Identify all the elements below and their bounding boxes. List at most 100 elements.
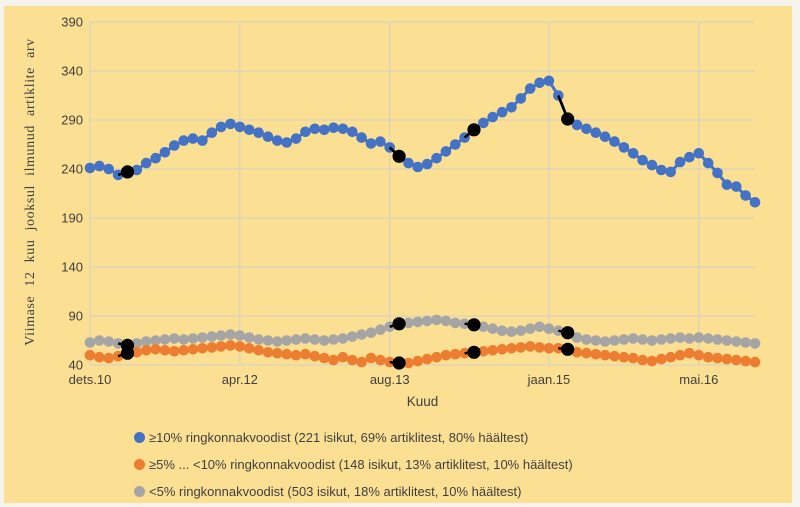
series-marker xyxy=(375,136,386,147)
series-marker xyxy=(487,111,499,123)
series-marker xyxy=(450,348,461,360)
series-marker xyxy=(440,315,452,327)
series-marker xyxy=(534,321,545,333)
series-marker xyxy=(731,354,742,366)
series-marker xyxy=(356,132,367,143)
series-marker xyxy=(496,106,508,118)
series-marker xyxy=(197,135,208,146)
series-marker xyxy=(731,181,742,192)
highlight-marker xyxy=(561,326,575,340)
series-marker xyxy=(731,336,742,347)
series-marker xyxy=(712,352,723,364)
series-marker xyxy=(318,335,330,346)
series-marker xyxy=(712,167,723,179)
series-marker xyxy=(599,349,611,361)
series-marker xyxy=(225,340,236,351)
series-marker xyxy=(253,334,264,345)
series-marker xyxy=(94,335,105,346)
series-marker xyxy=(656,353,667,365)
legend-item: ≥10% ringkonnakvoodist (221 isikut, 69% … xyxy=(134,429,573,446)
series-marker xyxy=(159,334,171,345)
series-marker xyxy=(290,349,302,361)
legend-marker-circle xyxy=(134,432,145,443)
series-marker xyxy=(243,343,255,354)
series-marker xyxy=(272,347,283,359)
series-marker xyxy=(337,333,349,344)
series-marker xyxy=(412,355,424,367)
series-marker xyxy=(590,348,602,360)
series-marker xyxy=(206,127,218,138)
series-marker xyxy=(506,343,517,354)
series-marker xyxy=(290,334,302,345)
series-marker xyxy=(206,342,218,353)
y-tick-label: 340 xyxy=(61,64,83,79)
series-marker xyxy=(309,123,321,135)
series-marker xyxy=(150,335,161,346)
series-marker xyxy=(140,157,152,169)
series-marker xyxy=(215,341,227,352)
series-marker xyxy=(253,345,264,356)
series-marker xyxy=(94,160,105,172)
series-marker xyxy=(478,117,489,129)
series-marker xyxy=(749,197,761,208)
series-marker xyxy=(543,75,555,87)
series-marker xyxy=(309,334,321,345)
x-tick-label: apr.12 xyxy=(222,372,258,387)
series-marker xyxy=(543,343,555,354)
series-marker xyxy=(440,146,452,157)
series-marker xyxy=(197,332,208,343)
highlight-marker xyxy=(467,123,481,137)
series-marker xyxy=(431,314,442,326)
series-marker xyxy=(290,133,302,144)
series-marker xyxy=(131,347,143,358)
series-marker xyxy=(581,347,592,359)
series-marker xyxy=(347,354,358,366)
series-marker xyxy=(281,348,293,360)
series-marker xyxy=(646,335,658,346)
series-marker xyxy=(515,342,527,353)
series-marker xyxy=(243,332,255,343)
legend-item: ≥5% ... <10% ringkonnakvoodist (148 isik… xyxy=(134,456,573,473)
series-marker xyxy=(712,334,723,345)
series-marker xyxy=(656,164,667,176)
series-marker xyxy=(178,334,189,345)
series-marker xyxy=(702,157,714,169)
series-marker xyxy=(627,148,639,159)
series-marker xyxy=(627,333,639,344)
series-marker xyxy=(740,355,751,367)
highlight-marker xyxy=(561,112,575,126)
series-marker xyxy=(262,347,274,358)
series-marker xyxy=(337,351,349,363)
series-marker xyxy=(253,127,264,138)
legend-marker-circle xyxy=(134,459,145,470)
series-marker xyxy=(197,343,208,354)
x-tick-label: jaan.15 xyxy=(527,372,571,387)
y-axis-title: Viimase 12 kuu jooksul ilmunud artiklite… xyxy=(23,38,38,346)
series-marker xyxy=(674,156,686,168)
series-marker xyxy=(637,354,648,366)
series-marker xyxy=(599,131,611,142)
series-marker xyxy=(169,140,180,151)
series-marker xyxy=(140,345,152,356)
series-marker xyxy=(524,323,536,335)
series-marker xyxy=(618,334,630,345)
y-tick-label: 190 xyxy=(61,211,83,226)
series-marker xyxy=(421,315,433,327)
series-marker xyxy=(581,334,592,345)
series-marker xyxy=(646,159,658,171)
series-marker xyxy=(656,334,667,345)
series-marker xyxy=(215,330,227,341)
series-marker xyxy=(375,354,386,366)
series-marker xyxy=(599,336,611,347)
series-marker xyxy=(674,349,686,361)
series-marker xyxy=(609,335,620,346)
series-marker xyxy=(506,102,517,113)
series-marker xyxy=(318,124,330,136)
series-marker xyxy=(356,356,367,368)
series-marker xyxy=(300,126,311,138)
series-marker xyxy=(618,142,630,153)
series-marker xyxy=(534,342,545,353)
series-marker xyxy=(515,325,527,337)
series-marker xyxy=(487,345,499,356)
series-marker xyxy=(365,138,377,149)
